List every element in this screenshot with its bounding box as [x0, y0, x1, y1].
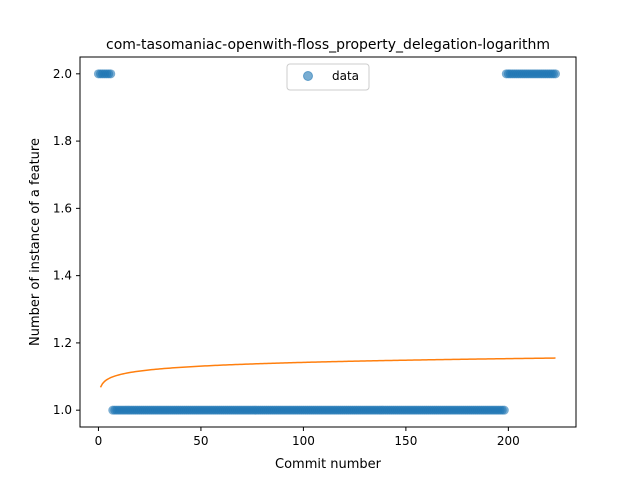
y-tick-label: 1.2	[53, 336, 72, 350]
x-axis-label: Commit number	[275, 457, 382, 472]
x-tick-label: 150	[394, 434, 417, 448]
data-point	[499, 405, 509, 415]
y-tick-label: 1.4	[53, 269, 72, 283]
y-tick-label: 1.0	[53, 403, 72, 417]
x-tick-label: 50	[193, 434, 208, 448]
y-tick-label: 1.8	[53, 134, 72, 148]
legend-box	[286, 63, 370, 91]
series-layer	[93, 69, 561, 415]
legend: data	[286, 63, 370, 91]
ticks: 0 50 100 150 200 1.0 1.2 1.4 1.6 1.8 2.0	[53, 67, 520, 448]
plot-frame	[79, 56, 577, 428]
fit-line	[99, 357, 556, 388]
legend-marker-data	[303, 71, 313, 81]
y-axis-label: Number of instance of a feature	[28, 138, 43, 346]
y-tick-label: 1.6	[53, 201, 72, 215]
x-tick-label: 200	[497, 434, 520, 448]
x-tick-label: 100	[292, 434, 315, 448]
data-point	[551, 69, 561, 79]
chart-title: com-tasomaniac-openwith-floss_property_d…	[106, 37, 550, 53]
plot-area	[80, 57, 576, 427]
legend-label-data: data	[332, 69, 359, 83]
series-data-points	[93, 69, 561, 415]
x-tick-label: 0	[95, 434, 103, 448]
data-point	[106, 69, 116, 79]
y-tick-label: 2.0	[53, 67, 72, 81]
